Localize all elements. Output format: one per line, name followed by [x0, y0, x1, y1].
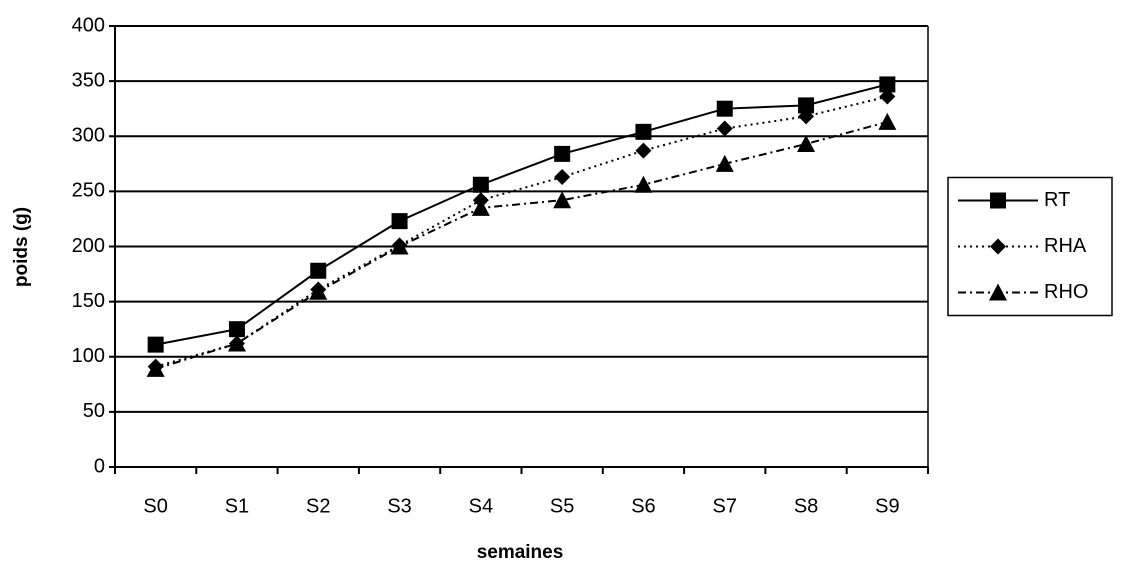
y-tick-label: 250 — [72, 180, 105, 202]
marker — [310, 262, 327, 279]
marker — [471, 198, 490, 216]
marker — [878, 112, 897, 130]
marker — [798, 108, 815, 125]
marker — [390, 237, 409, 255]
legend: RT RHA RHO — [947, 176, 1113, 317]
series-line — [155, 120, 888, 370]
marker — [146, 359, 165, 377]
marker — [879, 76, 896, 93]
legend-label: RHA — [1044, 235, 1087, 257]
series-line — [155, 83, 888, 346]
x-tick-label: S3 — [387, 495, 411, 517]
marker — [391, 213, 408, 230]
x-tick-label: S6 — [631, 495, 655, 517]
y-tick-label: 300 — [72, 125, 105, 147]
x-tick-label: S0 — [143, 495, 167, 517]
y-axis-title: poids (g) — [11, 207, 32, 287]
y-tick-label: 100 — [72, 345, 105, 367]
x-tick-label: S8 — [794, 495, 818, 517]
marker — [634, 175, 653, 193]
y-tick-label: 200 — [72, 235, 105, 257]
x-tick-label: S9 — [875, 495, 899, 517]
marker — [309, 282, 328, 300]
y-tick-label: 150 — [72, 290, 105, 312]
x-tick-label: S2 — [306, 495, 330, 517]
marker — [716, 100, 733, 117]
x-tick-label: S5 — [550, 495, 574, 517]
x-axis-title: semaines — [477, 542, 564, 563]
legend-label: RT — [1044, 189, 1070, 211]
marker — [472, 176, 489, 193]
legend-label: RHO — [1044, 281, 1088, 303]
marker — [635, 123, 652, 140]
marker — [990, 238, 1006, 255]
marker — [635, 142, 652, 159]
marker — [554, 169, 571, 186]
y-tick-label: 400 — [72, 14, 105, 36]
marker — [797, 134, 816, 152]
marker — [990, 192, 1006, 209]
y-tick-label: 50 — [83, 400, 105, 422]
marker — [228, 321, 245, 338]
x-tick-label: S7 — [713, 495, 737, 517]
marker — [554, 145, 571, 162]
x-tick-label: S4 — [469, 495, 493, 517]
marker — [147, 336, 164, 353]
marker — [716, 120, 733, 137]
marker — [989, 283, 1007, 301]
marker — [715, 154, 734, 172]
marker — [227, 334, 246, 352]
y-tick-label: 350 — [72, 69, 105, 91]
x-tick-label: S1 — [225, 495, 249, 517]
marker — [553, 191, 572, 209]
marker — [798, 97, 815, 114]
y-tick-label: 0 — [94, 455, 105, 477]
marker — [879, 88, 896, 105]
